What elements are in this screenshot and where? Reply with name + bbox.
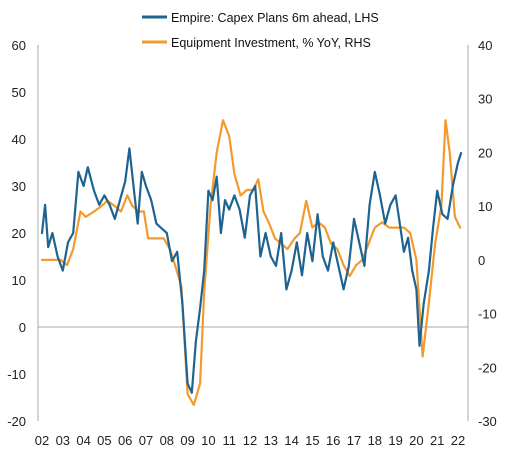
left-tick-label: 60 — [12, 38, 26, 53]
x-tick-label: 12 — [243, 433, 257, 448]
legend-label-lhs: Empire: Capex Plans 6m ahead, LHS — [171, 11, 379, 25]
left-tick-label: -20 — [7, 414, 26, 429]
right-tick-label: -20 — [478, 360, 497, 375]
right-tick-label: 40 — [478, 38, 492, 53]
x-tick-label: 21 — [430, 433, 444, 448]
right-tick-label: 0 — [478, 253, 485, 268]
x-tick-label: 22 — [451, 433, 465, 448]
x-tick-label: 04 — [76, 433, 90, 448]
x-tick-label: 18 — [368, 433, 382, 448]
x-tick-label: 13 — [264, 433, 278, 448]
x-tick-label: 08 — [160, 433, 174, 448]
x-tick-label: 16 — [326, 433, 340, 448]
x-tick-label: 06 — [118, 433, 132, 448]
axes — [37, 45, 469, 421]
x-tick-label: 20 — [409, 433, 423, 448]
left-tick-label: 10 — [12, 273, 26, 288]
x-tick-label: 15 — [305, 433, 319, 448]
x-tick-label: 03 — [56, 433, 70, 448]
series-line-empire-capex-plans — [40, 147, 463, 394]
left-tick-label: 0 — [19, 320, 26, 335]
x-tick-label: 10 — [201, 433, 215, 448]
series-layer — [40, 119, 463, 406]
legend-label-rhs: Equipment Investment, % YoY, RHS — [171, 36, 371, 50]
right-tick-label: -30 — [478, 414, 497, 429]
legend-item-rhs: Equipment Investment, % YoY, RHS — [142, 36, 371, 50]
right-y-tick-labels: 40 30 20 10 0 -10 -20 -30 — [478, 38, 497, 429]
left-y-tick-labels: 60 50 40 30 20 10 0 -10 -20 — [7, 38, 26, 429]
legend-item-lhs: Empire: Capex Plans 6m ahead, LHS — [142, 11, 379, 25]
left-tick-label: 40 — [12, 132, 26, 147]
left-tick-label: 20 — [12, 226, 26, 241]
series-line-equipment-investment — [40, 119, 462, 406]
x-tick-label: 19 — [388, 433, 402, 448]
right-tick-label: 20 — [478, 145, 492, 160]
x-tick-label: 14 — [284, 433, 298, 448]
x-tick-label: 02 — [35, 433, 49, 448]
x-tick-label: 07 — [139, 433, 153, 448]
x-tick-labels: 02 03 04 05 06 07 08 09 10 11 12 13 14 15 16 17 18 19 20 21… — [35, 433, 465, 448]
left-tick-label: -10 — [7, 367, 26, 382]
right-tick-label: -10 — [478, 307, 497, 322]
x-tick-label: 11 — [222, 433, 236, 448]
left-tick-label: 30 — [12, 179, 26, 194]
x-tick-label: 17 — [347, 433, 361, 448]
left-tick-label: 50 — [12, 85, 26, 100]
right-tick-label: 30 — [478, 92, 492, 107]
x-tick-label: 05 — [97, 433, 111, 448]
x-tick-label: 09 — [180, 433, 194, 448]
right-tick-label: 10 — [478, 199, 492, 214]
legend: Empire: Capex Plans 6m ahead, LHS Equipm… — [142, 11, 379, 50]
